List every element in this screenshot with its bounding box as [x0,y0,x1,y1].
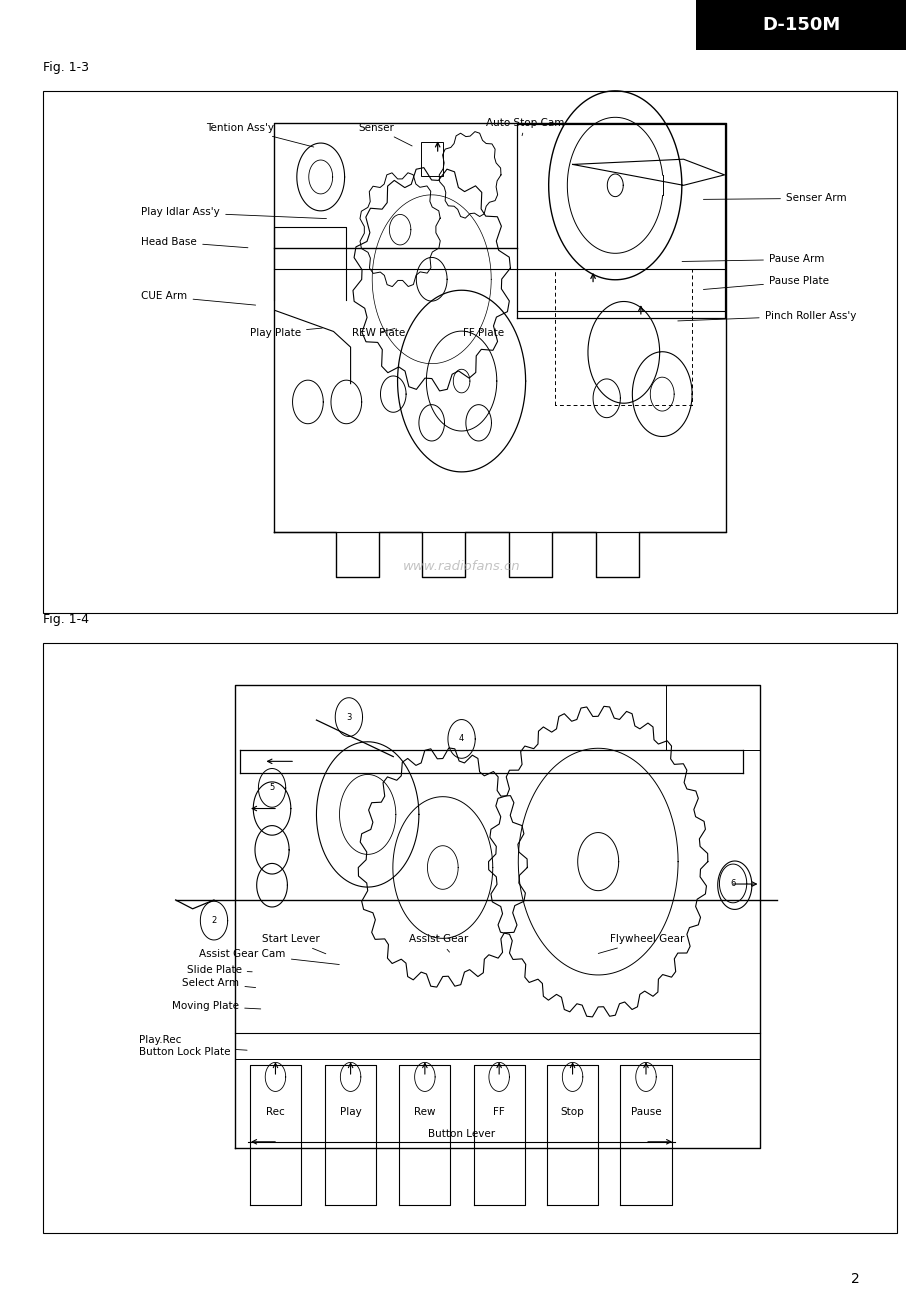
Text: 4: 4 [459,735,464,744]
Text: Tention Ass'y: Tention Ass'y [205,123,313,147]
Text: REW Plate: REW Plate [352,328,405,338]
Bar [43,91,896,613]
Text: Moving Plate: Moving Plate [172,1001,260,1011]
Bar [43,643,896,1233]
Text: Play: Play [339,1108,361,1117]
Text: 2: 2 [211,916,216,925]
Text: FF: FF [493,1108,505,1117]
Text: Slide Plate: Slide Plate [187,966,252,975]
Text: Flywheel Gear: Flywheel Gear [597,934,684,954]
Text: Button Lever: Button Lever [427,1129,494,1139]
Text: Play Idlar Ass'y: Play Idlar Ass'y [142,207,326,219]
Text: 6: 6 [730,880,735,887]
Text: 3: 3 [346,713,351,722]
Text: Rew: Rew [414,1108,436,1117]
Text: Stop: Stop [560,1108,584,1117]
Text: Head Base: Head Base [142,236,247,248]
Text: D-150M: D-150M [761,16,840,34]
Bar [696,0,905,50]
Text: Play.Rec
Button Lock Plate: Play.Rec Button Lock Plate [139,1035,247,1057]
Text: 5: 5 [269,783,275,792]
Text: Pause: Pause [630,1108,661,1117]
Bar [420,142,442,176]
Text: Assist Gear: Assist Gear [408,934,468,953]
Text: Fig. 1-4: Fig. 1-4 [43,613,89,626]
Text: Select Arm: Select Arm [182,979,255,988]
Text: Fig. 1-3: Fig. 1-3 [43,61,89,74]
Text: Pause Plate: Pause Plate [703,277,828,290]
Text: Play Plate: Play Plate [250,328,322,338]
Text: Pinch Roller Ass'y: Pinch Roller Ass'y [677,311,855,321]
Text: Rec: Rec [266,1108,285,1117]
Text: Senser: Senser [357,123,412,146]
Text: 2: 2 [850,1272,859,1285]
Text: Start Lever: Start Lever [262,934,325,954]
Text: Auto Stop Cam: Auto Stop Cam [486,117,564,136]
Text: www.radiofans.cn: www.radiofans.cn [403,560,520,573]
Text: FF Plate: FF Plate [462,328,504,338]
Text: CUE Arm: CUE Arm [142,291,255,305]
Text: Pause Arm: Pause Arm [681,254,823,265]
Text: Senser Arm: Senser Arm [703,193,845,204]
Text: Assist Gear Cam: Assist Gear Cam [199,949,339,964]
